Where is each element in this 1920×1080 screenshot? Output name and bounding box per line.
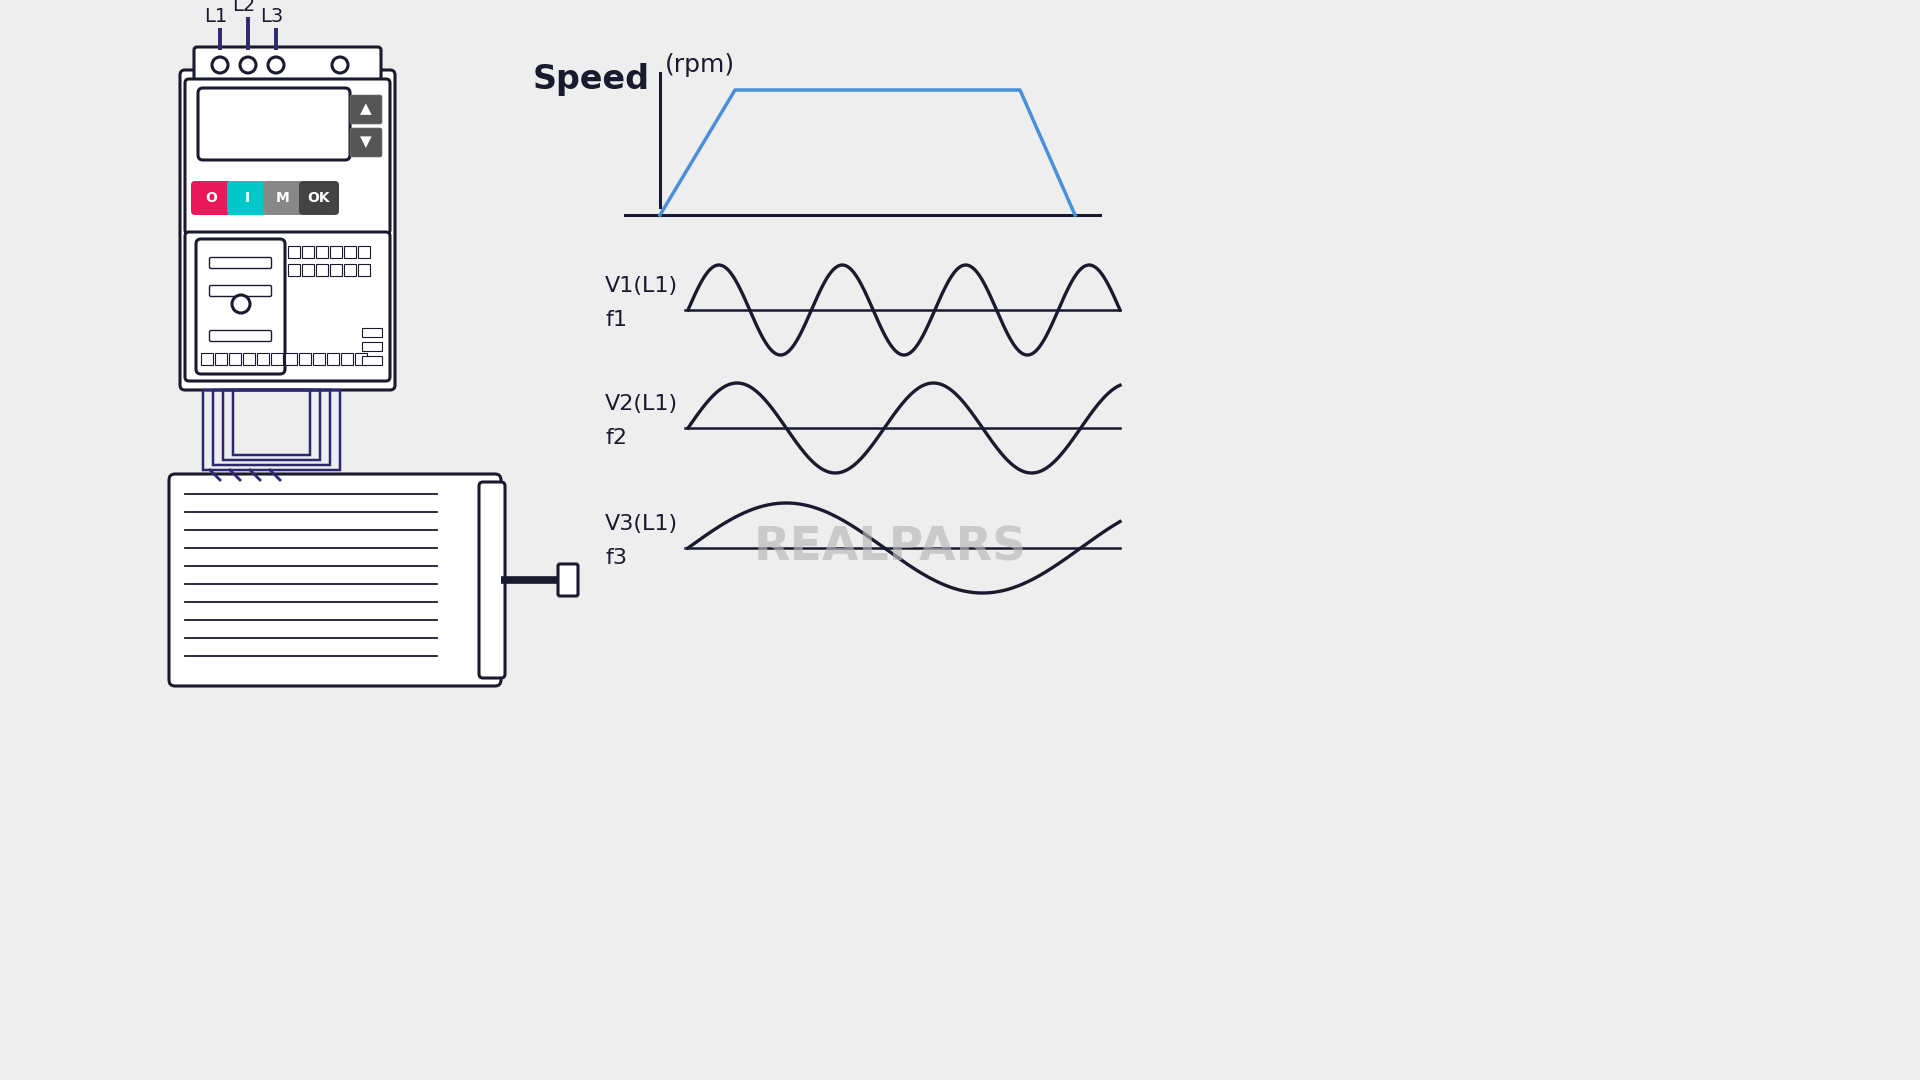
FancyBboxPatch shape <box>300 353 311 365</box>
Circle shape <box>232 295 250 313</box>
FancyBboxPatch shape <box>317 246 328 258</box>
FancyBboxPatch shape <box>244 353 255 365</box>
Text: O: O <box>205 191 217 205</box>
FancyBboxPatch shape <box>349 129 382 157</box>
FancyBboxPatch shape <box>196 239 284 374</box>
Text: ▲: ▲ <box>361 102 372 117</box>
FancyBboxPatch shape <box>349 95 382 124</box>
Text: V3(L1): V3(L1) <box>605 514 678 534</box>
FancyBboxPatch shape <box>209 285 271 297</box>
FancyBboxPatch shape <box>190 181 230 215</box>
FancyBboxPatch shape <box>202 353 213 365</box>
Text: REALPARS: REALPARS <box>753 526 1027 570</box>
FancyBboxPatch shape <box>184 232 390 381</box>
FancyBboxPatch shape <box>228 353 242 365</box>
FancyBboxPatch shape <box>180 70 396 390</box>
FancyBboxPatch shape <box>559 564 578 596</box>
FancyBboxPatch shape <box>344 246 355 258</box>
Circle shape <box>332 57 348 73</box>
FancyBboxPatch shape <box>301 246 315 258</box>
FancyBboxPatch shape <box>342 353 353 365</box>
FancyBboxPatch shape <box>257 353 269 365</box>
FancyBboxPatch shape <box>227 181 267 215</box>
FancyBboxPatch shape <box>215 353 227 365</box>
Text: f2: f2 <box>605 428 628 448</box>
FancyBboxPatch shape <box>271 353 282 365</box>
FancyBboxPatch shape <box>330 264 342 276</box>
Circle shape <box>240 57 255 73</box>
FancyBboxPatch shape <box>357 246 371 258</box>
Text: L1: L1 <box>204 6 228 26</box>
FancyBboxPatch shape <box>357 264 371 276</box>
FancyBboxPatch shape <box>198 87 349 160</box>
FancyBboxPatch shape <box>344 264 355 276</box>
FancyBboxPatch shape <box>169 474 501 686</box>
Text: L3: L3 <box>261 6 284 26</box>
Text: V1(L1): V1(L1) <box>605 276 678 296</box>
FancyBboxPatch shape <box>194 48 380 83</box>
FancyBboxPatch shape <box>300 181 340 215</box>
FancyBboxPatch shape <box>288 264 300 276</box>
FancyBboxPatch shape <box>284 353 298 365</box>
FancyBboxPatch shape <box>326 353 340 365</box>
Text: I: I <box>244 191 250 205</box>
FancyBboxPatch shape <box>317 264 328 276</box>
Text: L2: L2 <box>232 0 255 15</box>
FancyBboxPatch shape <box>363 356 382 365</box>
Circle shape <box>211 57 228 73</box>
Text: (rpm): (rpm) <box>664 53 735 77</box>
FancyBboxPatch shape <box>478 482 505 678</box>
FancyBboxPatch shape <box>209 257 271 269</box>
FancyBboxPatch shape <box>363 342 382 351</box>
Text: f3: f3 <box>605 548 628 568</box>
FancyBboxPatch shape <box>301 264 315 276</box>
FancyBboxPatch shape <box>330 246 342 258</box>
Text: ▼: ▼ <box>361 135 372 149</box>
Circle shape <box>269 57 284 73</box>
Text: f1: f1 <box>605 310 628 330</box>
Text: V2(L1): V2(L1) <box>605 394 678 414</box>
FancyBboxPatch shape <box>313 353 324 365</box>
FancyBboxPatch shape <box>263 181 303 215</box>
Text: M: M <box>276 191 290 205</box>
FancyBboxPatch shape <box>184 79 390 234</box>
FancyBboxPatch shape <box>355 353 367 365</box>
Text: OK: OK <box>307 191 330 205</box>
FancyBboxPatch shape <box>288 246 300 258</box>
FancyBboxPatch shape <box>363 328 382 337</box>
FancyBboxPatch shape <box>209 330 271 341</box>
Text: Speed: Speed <box>534 63 651 96</box>
